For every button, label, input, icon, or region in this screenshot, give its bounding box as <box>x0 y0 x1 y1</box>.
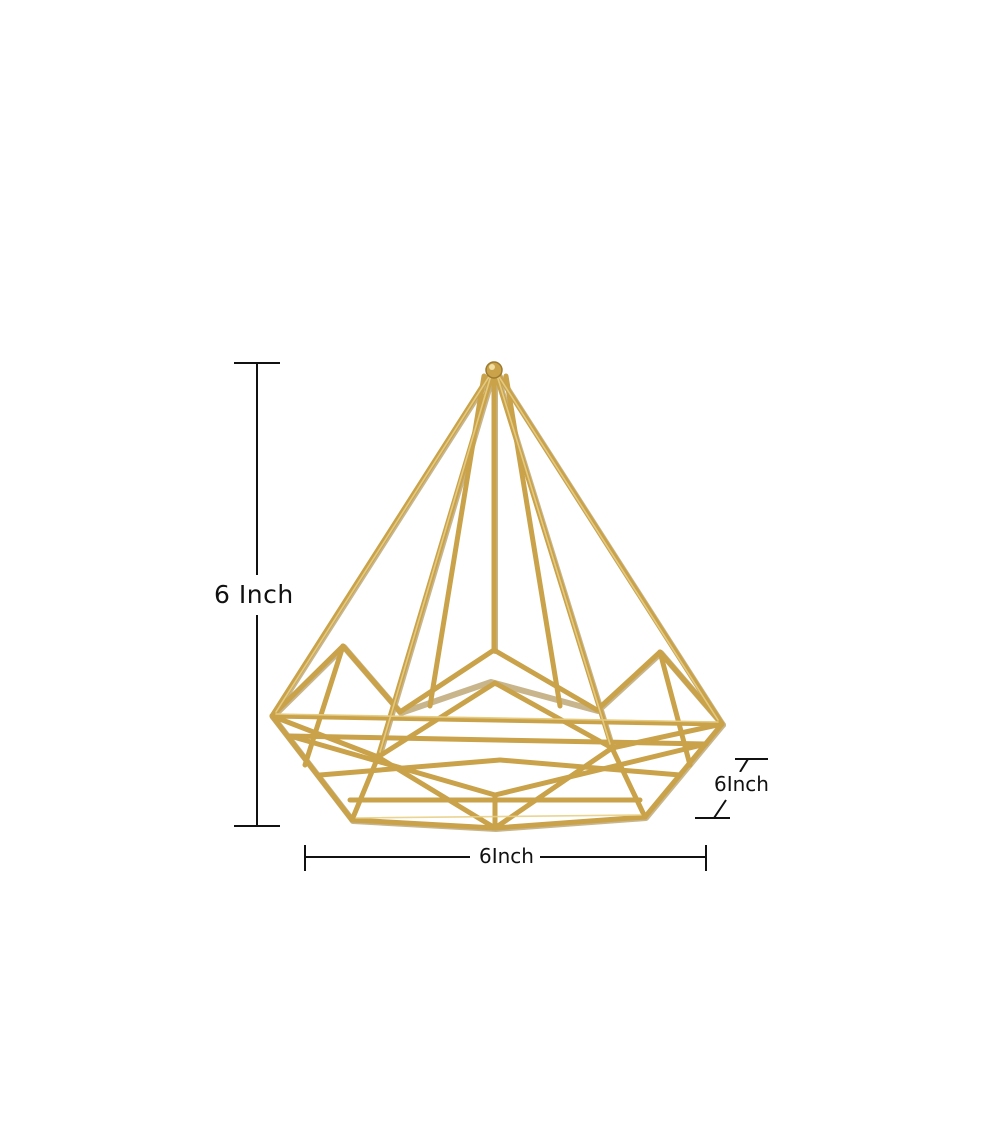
wire-frame <box>269 361 726 832</box>
width-dimension-label: 6Inch <box>476 844 537 868</box>
height-dimension-label: 6 Inch <box>214 578 294 611</box>
depth-dimension-line <box>695 758 768 819</box>
depth-dimension-label: 6Inch <box>714 772 769 796</box>
width-dimension-line <box>304 845 707 871</box>
height-dimension-line <box>234 362 280 827</box>
